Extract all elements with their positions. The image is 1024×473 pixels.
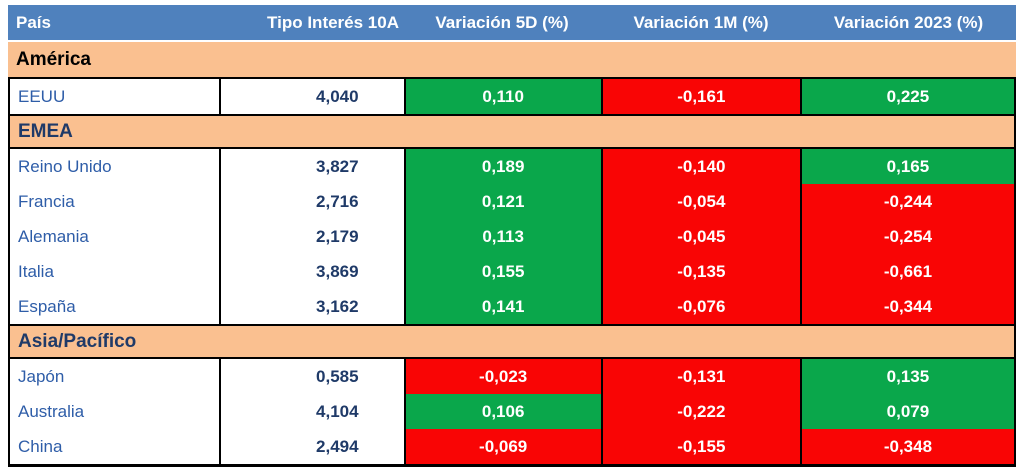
cell-variation-5d: 0,113 (403, 219, 601, 254)
section-header-asia-pacifico: Asia/Pacífico (10, 324, 1014, 359)
table-row-alemania: Alemania 2,179 0,113 -0,045 -0,254 (10, 219, 1014, 254)
table-row-reino-unido: Reino Unido 3,827 0,189 -0,140 0,165 (10, 149, 1014, 184)
cell-variation-1m: -0,054 (600, 184, 800, 219)
cell-variation-1m: -0,155 (600, 429, 800, 464)
cell-variation-5d: 0,155 (403, 254, 601, 289)
table-row-francia: Francia 2,716 0,121 -0,054 -0,244 (10, 184, 1014, 219)
cell-rate: 2,179 (219, 219, 403, 254)
cell-variation-5d: 0,110 (403, 79, 601, 114)
cell-variation-2023: 0,135 (799, 359, 1014, 394)
cell-variation-2023: 0,079 (799, 394, 1014, 429)
interest-rates-table: País Tipo Interés 10A Variación 5D (%) Vari… (8, 5, 1016, 467)
cell-variation-1m: -0,045 (600, 219, 800, 254)
cell-variation-1m: -0,131 (600, 359, 800, 394)
cell-variation-1m: -0,076 (600, 289, 800, 324)
cell-variation-2023: -0,348 (799, 429, 1014, 464)
cell-variation-5d: 0,141 (403, 289, 601, 324)
table-header-row: País Tipo Interés 10A Variación 5D (%) Vari… (8, 5, 1016, 40)
table-row-italia: Italia 3,869 0,155 -0,135 -0,661 (10, 254, 1014, 289)
table-row-china: China 2,494 -0,069 -0,155 -0,348 (10, 429, 1014, 464)
cell-variation-5d: 0,121 (403, 184, 601, 219)
section-header-emea: EMEA (10, 114, 1014, 149)
table-row-japon: Japón 0,585 -0,023 -0,131 0,135 (10, 359, 1014, 394)
cell-country: EEUU (18, 87, 66, 106)
cell-variation-1m: -0,222 (600, 394, 800, 429)
cell-variation-5d: 0,189 (403, 149, 601, 184)
cell-country: Reino Unido (18, 157, 112, 176)
cell-rate: 2,716 (219, 184, 403, 219)
cell-variation-2023: -0,344 (799, 289, 1014, 324)
cell-rate: 4,104 (219, 394, 403, 429)
cell-variation-1m: -0,161 (600, 79, 800, 114)
cell-variation-5d: -0,069 (403, 429, 601, 464)
cell-country: China (18, 437, 63, 456)
cell-rate: 3,869 (219, 254, 403, 289)
cell-rate: 0,585 (219, 359, 403, 394)
cell-rate: 3,827 (219, 149, 403, 184)
cell-country: Japón (18, 367, 65, 386)
column-header-pais: País (16, 13, 51, 32)
cell-country: Francia (18, 192, 75, 211)
table-row-eeuu: EEUU 4,040 0,110 -0,161 0,225 (10, 79, 1014, 114)
column-header-variacion-2023: Variación 2023 (%) (833, 13, 984, 32)
cell-rate: 2,494 (219, 429, 403, 464)
cell-variation-2023: -0,661 (799, 254, 1014, 289)
cell-variation-2023: -0,254 (799, 219, 1014, 254)
table-body-block: EEUU 4,040 0,110 -0,161 0,225 EMEA Reino Unido… (8, 77, 1016, 467)
section-header-america: América (8, 42, 1016, 77)
cell-variation-1m: -0,140 (600, 149, 800, 184)
cell-rate: 3,162 (219, 289, 403, 324)
cell-variation-5d: -0,023 (403, 359, 601, 394)
header-gap (8, 40, 1016, 42)
table-row-australia: Australia 4,104 0,106 -0,222 0,079 (10, 394, 1014, 429)
cell-rate: 4,040 (219, 79, 403, 114)
cell-country: Italia (18, 262, 54, 281)
column-header-variacion-5d: Variación 5D (%) (435, 13, 569, 32)
cell-country: Alemania (18, 227, 89, 246)
column-header-tipo-interes-10a: Tipo Interés 10A (267, 13, 399, 32)
cell-variation-2023: 0,225 (799, 79, 1014, 114)
cell-variation-1m: -0,135 (600, 254, 800, 289)
pre-block: América (8, 42, 1016, 77)
cell-variation-2023: -0,244 (799, 184, 1014, 219)
cell-variation-5d: 0,106 (403, 394, 601, 429)
cell-country: España (18, 297, 76, 316)
cell-country: Australia (18, 402, 85, 421)
column-header-variacion-1m: Variación 1M (%) (633, 13, 769, 32)
cell-variation-2023: 0,165 (799, 149, 1014, 184)
table-row-espana: España 3,162 0,141 -0,076 -0,344 (10, 289, 1014, 324)
